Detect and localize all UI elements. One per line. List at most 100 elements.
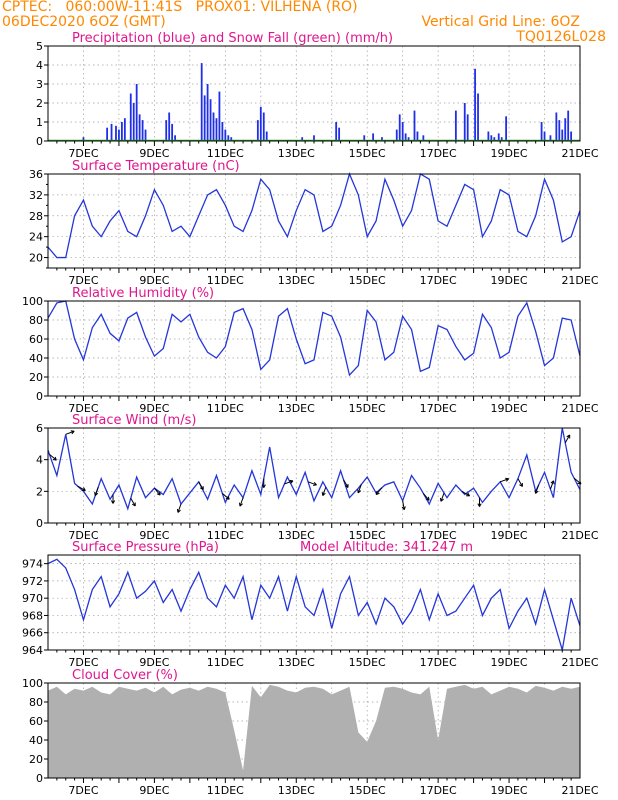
y-tick-label: 2: [36, 485, 43, 498]
precip-bar: [165, 120, 168, 141]
precip-bar: [123, 118, 126, 141]
panel-title: Precipitation (blue) and Snow Fall (gree…: [72, 31, 393, 46]
precip-bar: [227, 135, 230, 141]
y-tick-label: 80: [29, 314, 43, 327]
wind-arrow: [357, 484, 362, 494]
precip-bar: [540, 122, 543, 141]
precip-bar: [301, 137, 304, 141]
y-tick-label: 972: [22, 575, 43, 588]
x-tick-label: 13DEC: [278, 147, 315, 160]
y-tick-label: 4: [36, 454, 43, 467]
wind-arrow: [422, 493, 430, 501]
x-tick-label: 21DEC: [561, 147, 598, 160]
x-tick-label: 9DEC: [139, 529, 169, 542]
wind-arrow: [343, 479, 349, 488]
precip-bar: [567, 110, 570, 141]
temp-series-line: [47, 172, 581, 259]
wind-arrow: [284, 479, 294, 485]
panel-frame: [47, 554, 581, 651]
x-tick-label: 13DEC: [278, 274, 315, 287]
precip-bar: [224, 129, 227, 141]
panel-cloud: 0 20 40 60 80 100 7DEC 9DEC 11DEC 13DEC 15DEC 17DEC…: [22, 668, 599, 797]
precip-bar: [497, 133, 500, 141]
precip-bar: [493, 137, 496, 141]
wind-arrow: [321, 486, 327, 496]
y-tick-label: 0: [36, 517, 43, 530]
precip-bar: [558, 120, 561, 141]
x-tick-label: 19DEC: [491, 784, 528, 797]
wind-arrow: [222, 493, 230, 500]
precip-bar: [395, 129, 398, 141]
wind-arrow: [375, 487, 383, 495]
wind-arrow: [307, 481, 317, 486]
wind-arrow: [461, 490, 470, 497]
x-tick-label: 19DEC: [491, 529, 528, 542]
y-tick-label: 60: [29, 715, 43, 728]
precip-bar: [372, 133, 375, 141]
precip-bar: [118, 129, 120, 141]
precip-bar: [209, 99, 212, 141]
y-tick-label: 968: [22, 609, 43, 622]
precip-bar: [168, 112, 171, 141]
x-tick-label: 15DEC: [349, 402, 386, 415]
y-tick-label: 20: [29, 753, 43, 766]
x-tick-label: 17DEC: [420, 529, 457, 542]
x-tick-label: 21DEC: [561, 529, 598, 542]
precip-bar: [466, 114, 469, 141]
header-station: CPTEC: 060:00W-11:41S PROX01: VILHENA (R…: [2, 0, 358, 15]
precip-bar: [256, 120, 259, 141]
panel-temp: 20 24 28 32 36 7DEC 9DEC 11DEC 13DEC 15DEC 17DEC 19…: [29, 159, 599, 287]
cloud-area: [48, 684, 580, 778]
panel-title: Surface Wind (m/s): [72, 413, 196, 428]
precip-bar: [221, 122, 224, 141]
precip-bar: [106, 127, 109, 141]
x-tick-label: 19DEC: [491, 147, 528, 160]
precip-bar: [422, 135, 425, 141]
wind-arrow: [401, 500, 406, 511]
precip-bar: [549, 135, 552, 141]
x-tick-label: 11DEC: [207, 274, 244, 287]
y-tick-label: 970: [22, 592, 43, 605]
y-tick-label: 2: [36, 97, 43, 110]
y-tick-label: 32: [29, 189, 43, 202]
x-tick-label: 21DEC: [561, 656, 598, 669]
precip-bar: [135, 84, 138, 141]
wind-arrow: [517, 478, 523, 487]
wind-arrow: [154, 487, 161, 496]
precip-bar: [313, 135, 315, 141]
x-tick-label: 7DEC: [68, 402, 98, 415]
x-tick-label: 11DEC: [207, 402, 244, 415]
wind-arrow: [477, 497, 482, 507]
x-tick-label: 15DEC: [349, 529, 386, 542]
panel-title: Cloud Cover (%): [72, 668, 178, 683]
y-tick-label: 24: [29, 231, 43, 244]
precip-bar: [477, 93, 479, 141]
precip-bar: [404, 133, 407, 141]
precip-bar: [129, 93, 132, 141]
x-tick-label: 17DEC: [420, 147, 457, 160]
precip-bar: [407, 137, 410, 141]
precip-bar: [413, 110, 416, 141]
panel-frame: [47, 300, 581, 397]
panel-title: Relative Humidity (%): [72, 286, 214, 301]
precip-bar: [203, 95, 206, 141]
rh-series-line: [47, 300, 581, 377]
x-tick-label: 15DEC: [349, 274, 386, 287]
wind-arrow: [65, 430, 75, 435]
precip-bar: [416, 131, 419, 141]
x-tick-label: 7DEC: [68, 147, 98, 160]
y-tick-label: 966: [22, 627, 43, 640]
panel-rh: 0 20 40 60 80 100 7DEC 9DEC 11DEC 13DEC 15DEC 17DEC…: [22, 286, 599, 415]
y-tick-label: 5: [36, 40, 43, 53]
y-tick-label: 100: [22, 677, 43, 690]
x-tick-label: 17DEC: [420, 784, 457, 797]
x-tick-label: 11DEC: [207, 784, 244, 797]
x-tick-label: 7DEC: [68, 656, 98, 669]
x-tick-label: 19DEC: [491, 656, 528, 669]
precip-bar: [82, 137, 85, 141]
x-tick-label: 13DEC: [278, 529, 315, 542]
y-tick-label: 6: [36, 422, 43, 435]
wind-arrow: [49, 454, 57, 461]
panel-wind: 0 2 4 6 7DEC 9DEC 11DEC 13DEC 15DEC 17DEC 19DEC 21D…: [36, 413, 599, 542]
